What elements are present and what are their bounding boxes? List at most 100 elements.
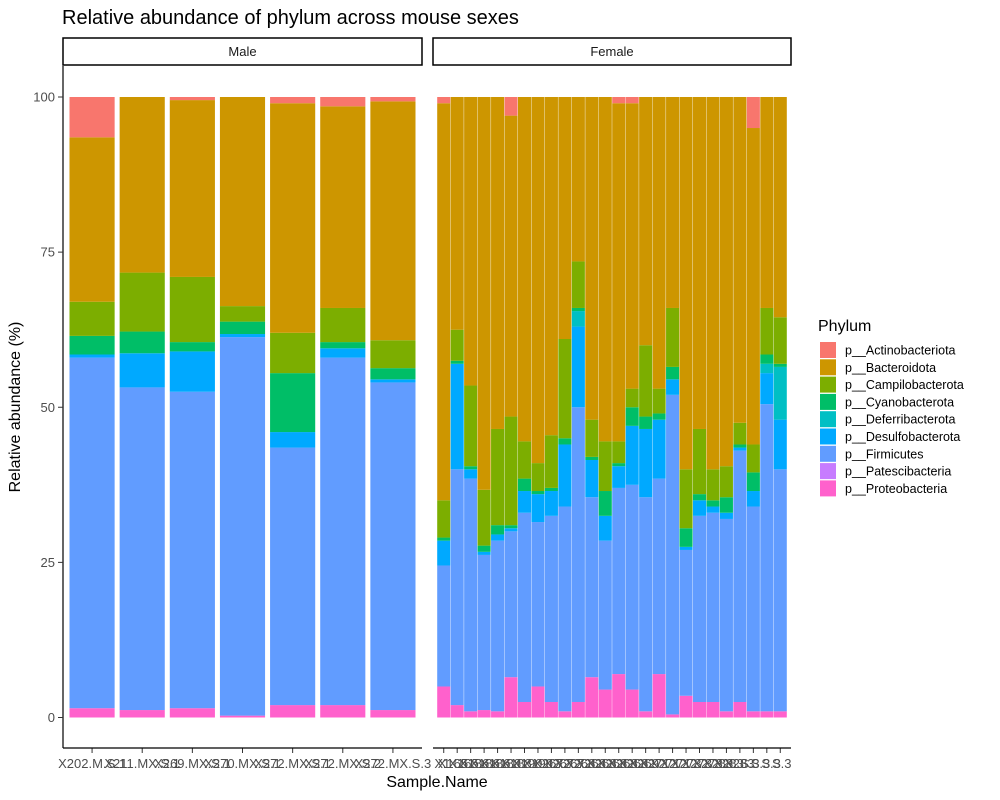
bar-segment: [760, 307, 774, 355]
bar-segment: [370, 382, 416, 711]
x-tick-label: X273: [692, 756, 722, 771]
bar-segment: [450, 360, 464, 364]
bar-segment: [320, 342, 366, 349]
bar-segment: [320, 106, 366, 308]
x-tick-label: S.3: [740, 756, 760, 771]
bar-segment: [517, 441, 532, 479]
bar-stack: [504, 97, 518, 718]
x-tick-label: X267: [533, 756, 563, 771]
bar-segment: [666, 714, 680, 718]
x-tick-label: X202.M.S.1: [58, 756, 126, 771]
legend-item: p__Deferribacterota: [820, 411, 956, 428]
legend-swatch: [820, 342, 836, 358]
bar-segment: [119, 387, 165, 711]
bar-segment: [370, 101, 416, 341]
bar-segment: [733, 97, 747, 423]
bar-segment: [760, 404, 774, 712]
bar-segment: [612, 674, 626, 718]
bar-segment: [625, 97, 639, 104]
bar-segment: [270, 332, 316, 374]
bar-segment: [598, 491, 612, 516]
bar-segment: [652, 478, 666, 675]
bar-segment: [504, 115, 518, 417]
bar-segment: [652, 97, 666, 389]
y-tick-label: 25: [41, 555, 55, 570]
bar-stack: [270, 97, 316, 718]
facet-panels: Male X202.M.S.1X211.MX.S.1X269.MX.S.1X270…: [58, 37, 792, 771]
bar-segment: [437, 537, 451, 541]
bar-segment: [706, 701, 720, 718]
bar-segment: [437, 500, 451, 538]
strip-label: Male: [228, 44, 256, 59]
bar-stack: [760, 97, 774, 718]
bar-segment: [320, 705, 366, 718]
bar-segment: [760, 354, 774, 364]
legend-item: p__Actinobacteriota: [820, 342, 956, 358]
bar-segment: [666, 366, 680, 380]
bar-segment: [69, 97, 115, 138]
bar-segment: [719, 711, 733, 718]
bar-segment: [119, 97, 165, 273]
bar-stack: [706, 97, 720, 718]
bar-segment: [692, 97, 707, 429]
bar-segment: [531, 97, 545, 464]
bar-segment: [477, 710, 491, 718]
bar-segment: [571, 407, 585, 702]
bar-segment: [585, 677, 599, 718]
bar-segment: [571, 307, 585, 312]
bar-segment: [517, 478, 532, 492]
bar-segment: [625, 689, 639, 718]
bar-segment: [219, 97, 266, 307]
bar-segment: [370, 97, 416, 102]
x-tick-label: X269.MX.S.1: [154, 756, 231, 771]
bar-segment: [598, 441, 612, 492]
bar-segment: [679, 546, 693, 550]
bar-segment: [464, 711, 478, 718]
bar-stack: [652, 97, 666, 718]
bar-segment: [517, 701, 532, 718]
y-axis-title: Relative abundance (%): [7, 322, 24, 493]
bar-segment: [477, 551, 491, 555]
legend-label: p__Patescibacteria: [845, 465, 951, 479]
bar-segment: [119, 331, 165, 354]
bar-segment: [219, 306, 266, 322]
bar-segment: [491, 525, 505, 535]
bar-segment: [69, 354, 115, 358]
bar-segment: [612, 441, 626, 464]
x-tick-label: X273: [671, 756, 701, 771]
x-tick-label: X190: [523, 756, 553, 771]
bar-segment: [571, 97, 585, 262]
bar-stack: [733, 97, 747, 718]
legend-label: p__Deferribacterota: [845, 413, 956, 427]
bar-segment: [504, 97, 518, 116]
x-tick-label: S.3: [761, 756, 781, 771]
bar-segment: [491, 540, 505, 712]
bar-segment: [598, 689, 612, 718]
bar-segment: [773, 97, 787, 318]
strip-female: [432, 37, 792, 66]
legend-item: p__Campilobacterota: [820, 376, 964, 393]
bar-segment: [517, 491, 532, 513]
bar-segment: [531, 686, 545, 718]
bar-segment: [692, 428, 707, 495]
bar-segment: [544, 701, 558, 718]
bar-segment: [571, 311, 585, 327]
bar-stack: [464, 97, 478, 718]
bar-segment: [544, 491, 558, 516]
bar-segment: [69, 137, 115, 302]
x-tick-label: X283: [703, 756, 733, 771]
bar-segment: [504, 416, 518, 526]
x-tick-label: X272.MX.S.3: [355, 756, 432, 771]
x-tick-label: X268: [618, 756, 648, 771]
bar-segment: [370, 340, 416, 369]
bar-segment: [169, 276, 215, 343]
bar-segment: [219, 321, 266, 335]
bar-stack: [119, 97, 165, 718]
bar-segment: [370, 368, 416, 380]
bar-segment: [491, 428, 505, 526]
bar-stack: [320, 97, 366, 718]
x-tick-label: X267: [554, 756, 584, 771]
bar-stack: [679, 97, 693, 718]
bar-segment: [692, 701, 707, 718]
bar-segment: [773, 366, 787, 420]
